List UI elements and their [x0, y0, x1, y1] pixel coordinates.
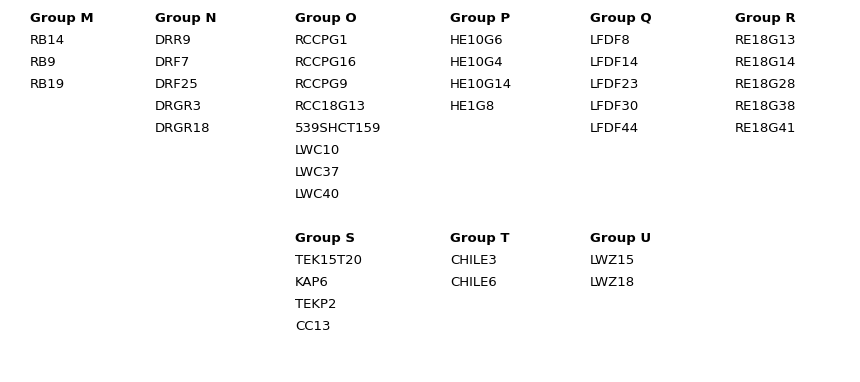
- Text: TEKP2: TEKP2: [295, 298, 336, 311]
- Text: DRF7: DRF7: [155, 56, 190, 69]
- Text: Group O: Group O: [295, 12, 357, 25]
- Text: LWC10: LWC10: [295, 144, 341, 157]
- Text: LWZ15: LWZ15: [590, 254, 636, 267]
- Text: LWZ18: LWZ18: [590, 276, 636, 289]
- Text: RB19: RB19: [30, 78, 65, 91]
- Text: Group T: Group T: [450, 232, 509, 245]
- Text: LFDF14: LFDF14: [590, 56, 639, 69]
- Text: RE18G38: RE18G38: [735, 100, 796, 113]
- Text: HE1G8: HE1G8: [450, 100, 495, 113]
- Text: RCCPG9: RCCPG9: [295, 78, 348, 91]
- Text: DRR9: DRR9: [155, 34, 192, 47]
- Text: HE10G4: HE10G4: [450, 56, 504, 69]
- Text: RE18G28: RE18G28: [735, 78, 796, 91]
- Text: LFDF44: LFDF44: [590, 122, 639, 135]
- Text: LFDF30: LFDF30: [590, 100, 639, 113]
- Text: RE18G14: RE18G14: [735, 56, 796, 69]
- Text: Group U: Group U: [590, 232, 651, 245]
- Text: Group N: Group N: [155, 12, 217, 25]
- Text: TEK15T20: TEK15T20: [295, 254, 362, 267]
- Text: DRGR18: DRGR18: [155, 122, 211, 135]
- Text: LWC37: LWC37: [295, 166, 341, 179]
- Text: DRGR3: DRGR3: [155, 100, 202, 113]
- Text: RCC18G13: RCC18G13: [295, 100, 366, 113]
- Text: RE18G41: RE18G41: [735, 122, 796, 135]
- Text: CHILE6: CHILE6: [450, 276, 497, 289]
- Text: LFDF8: LFDF8: [590, 34, 630, 47]
- Text: HE10G6: HE10G6: [450, 34, 504, 47]
- Text: Group R: Group R: [735, 12, 796, 25]
- Text: 539SHCT159: 539SHCT159: [295, 122, 381, 135]
- Text: Group M: Group M: [30, 12, 94, 25]
- Text: CHILE3: CHILE3: [450, 254, 497, 267]
- Text: HE10G14: HE10G14: [450, 78, 512, 91]
- Text: RCCPG1: RCCPG1: [295, 34, 349, 47]
- Text: Group S: Group S: [295, 232, 355, 245]
- Text: RB14: RB14: [30, 34, 65, 47]
- Text: DRF25: DRF25: [155, 78, 199, 91]
- Text: RCCPG16: RCCPG16: [295, 56, 357, 69]
- Text: LWC40: LWC40: [295, 188, 340, 201]
- Text: RE18G13: RE18G13: [735, 34, 796, 47]
- Text: KAP6: KAP6: [295, 276, 329, 289]
- Text: Group P: Group P: [450, 12, 510, 25]
- Text: Group Q: Group Q: [590, 12, 652, 25]
- Text: CC13: CC13: [295, 320, 330, 333]
- Text: LFDF23: LFDF23: [590, 78, 639, 91]
- Text: RB9: RB9: [30, 56, 57, 69]
